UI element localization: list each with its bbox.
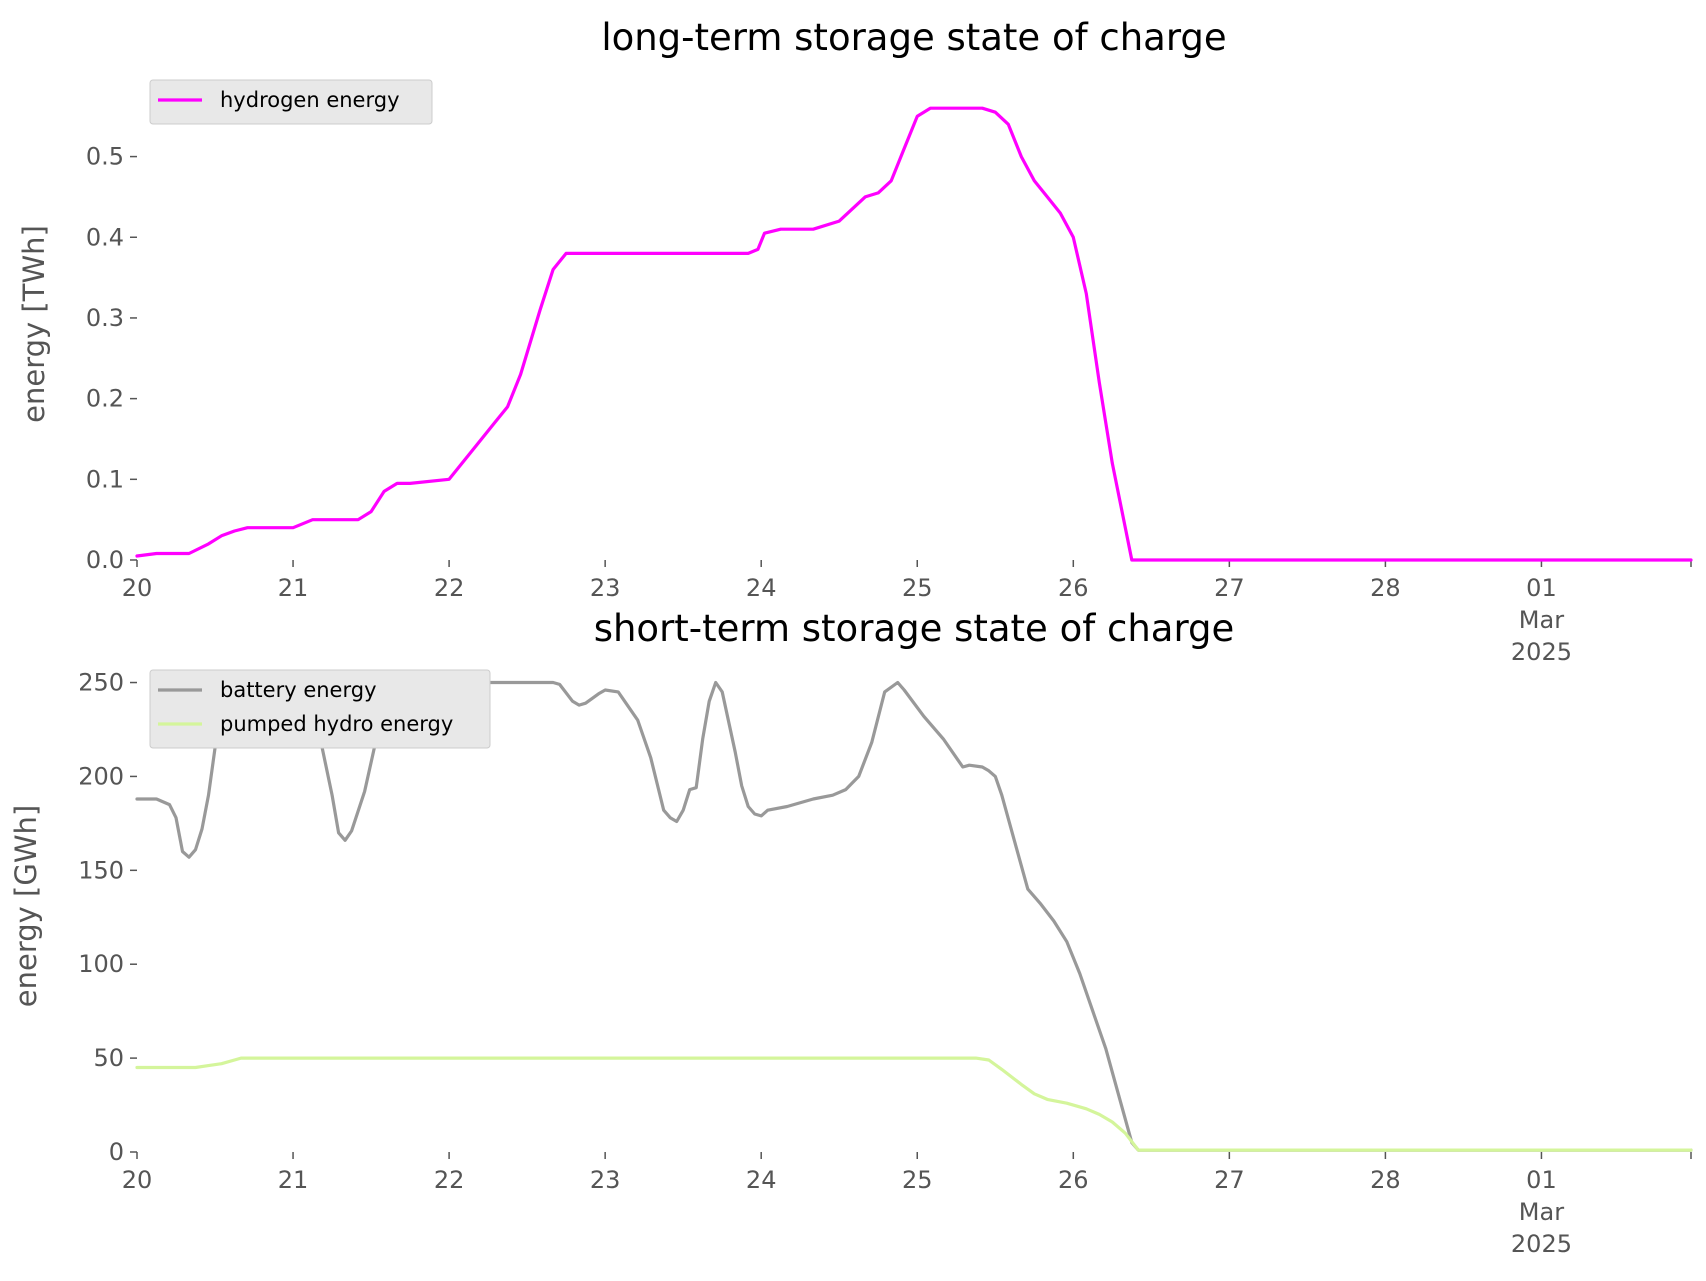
chart-1-x-tick-label: 25 [902, 574, 933, 602]
chart-1-y-axis-label: energy [TWh] [17, 225, 51, 423]
chart-2-x-tick-label: 28 [1370, 1166, 1401, 1194]
chart-1-y-tick-label: 0.4 [86, 223, 124, 251]
chart-2-x-tick-label: 26 [1058, 1166, 1089, 1194]
chart-2-legend-label: battery energy [220, 678, 377, 702]
chart-1-x-tick-label: 26 [1058, 574, 1089, 602]
chart-2: short-term storage state of charge energy… [9, 607, 1693, 1258]
chart-2-y-tick-label: 250 [78, 669, 124, 697]
chart-2-x-tick-label: 23 [590, 1166, 621, 1194]
chart-2-x-tick-label: 21 [278, 1166, 309, 1194]
chart-1-x-tick-label: 22 [434, 574, 465, 602]
chart-1-x-tick-label: 27 [1214, 574, 1245, 602]
chart-2-title: short-term storage state of charge [594, 607, 1235, 650]
chart-1-x-tick-label: 21 [278, 574, 309, 602]
chart-1-y-tick-label: 0.3 [86, 304, 124, 332]
chart-2-legend-label: pumped hydro energy [220, 712, 453, 736]
chart-2-x-tick-label: 22 [434, 1166, 465, 1194]
chart-1-title: long-term storage state of charge [601, 16, 1226, 59]
chart-2-legend-box [149, 669, 491, 749]
chart-1-legend-box [149, 79, 433, 125]
chart-1-legend: hydrogen energy [149, 79, 433, 125]
chart-1: long-term storage state of charge energy … [17, 16, 1693, 666]
chart-2-x-tick-label: 01 Mar 2025 [1511, 1166, 1572, 1258]
chart-1-y-tick-label: 0.5 [86, 143, 124, 171]
chart-2-y-tick-label: 150 [78, 856, 124, 884]
chart-2-x-tick-label: 27 [1214, 1166, 1245, 1194]
chart-2-x-tick-label: 24 [746, 1166, 777, 1194]
chart-1-x-tick-label: 20 [122, 574, 153, 602]
chart-2-y-tick-label: 0 [109, 1138, 124, 1166]
chart-1-x-tick-label: 01 Mar 2025 [1511, 574, 1572, 666]
chart-1-series-hydrogen-energy [135, 106, 1693, 562]
chart-2-y-axis-label: energy [GWh] [9, 805, 43, 1007]
chart-1-x-tick-label: 23 [590, 574, 621, 602]
chart-1-x-tick-label: 28 [1370, 574, 1401, 602]
chart-1-y-tick-label: 0.2 [86, 385, 124, 413]
chart-2-y-tick-label: 200 [78, 762, 124, 790]
chart-1-legend-label: hydrogen energy [220, 88, 400, 112]
chart-1-y-tick-label: 0.1 [86, 465, 124, 493]
chart-2-series-battery-energy [135, 680, 1693, 1152]
chart-2-series-pumped-hydro-energy [135, 1056, 1693, 1152]
chart-2-y-tick-label: 100 [78, 950, 124, 978]
chart-2-x-tick-label: 25 [902, 1166, 933, 1194]
chart-1-y-tick-label: 0.0 [86, 546, 124, 574]
chart-2-legend: battery energy pumped hydro energy [149, 669, 491, 749]
chart-2-x-tick-label: 20 [122, 1166, 153, 1194]
chart-1-x-tick-label: 24 [746, 574, 777, 602]
chart-2-y-tick-label: 50 [93, 1044, 124, 1072]
